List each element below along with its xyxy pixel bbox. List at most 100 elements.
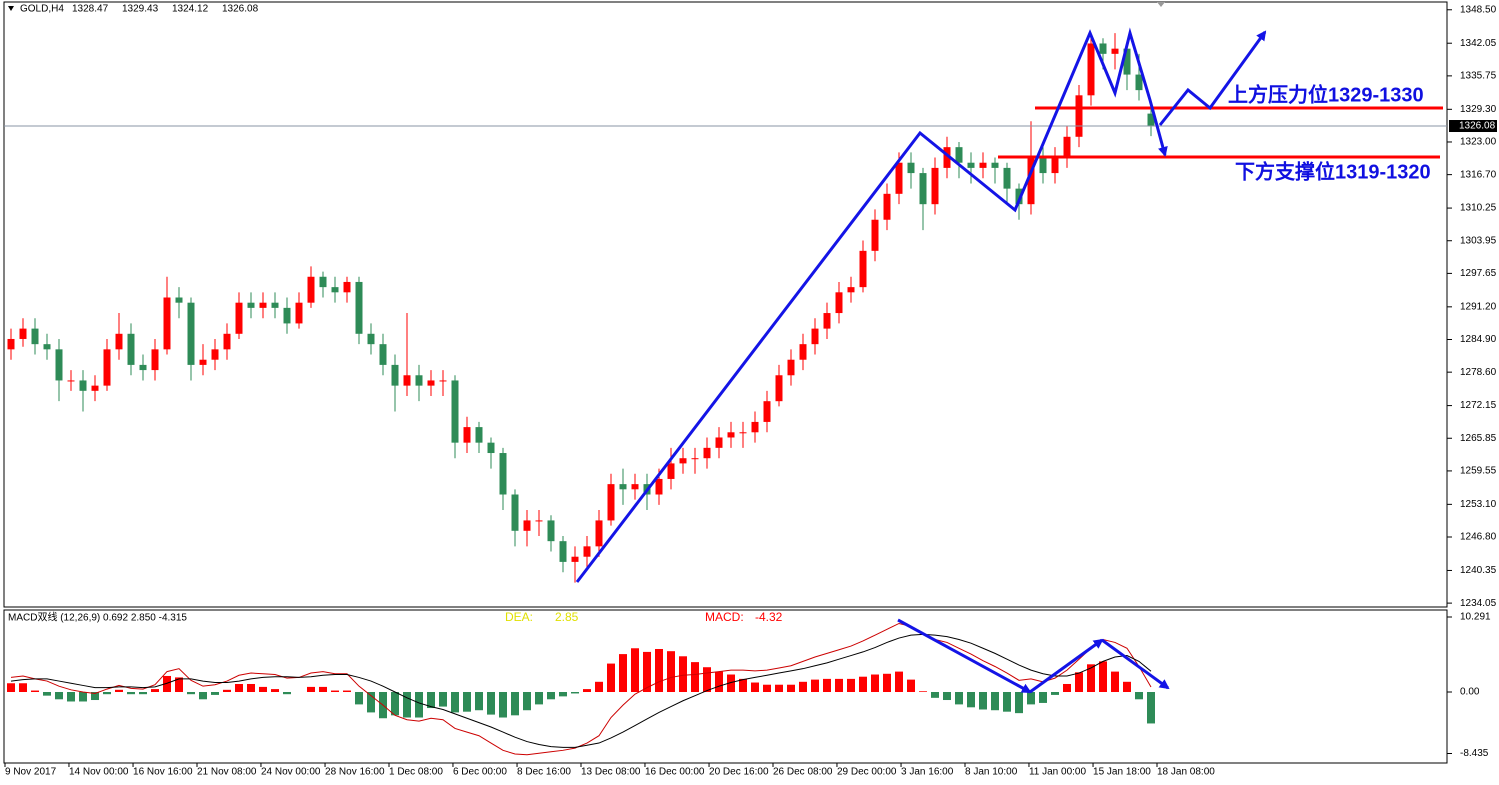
y-tick-label: 1284.90 [1460,334,1497,345]
histogram-bar [307,686,315,693]
histogram-bar [1135,692,1143,700]
histogram-bar [715,671,723,693]
histogram-bar [343,690,351,693]
candle-body [1063,136,1071,158]
histogram-bar [559,692,567,697]
histogram-bar [103,692,111,695]
candle-body [823,313,831,329]
candle-body [523,520,531,531]
histogram-bar [151,689,159,693]
shift-marker [1157,2,1165,7]
candle-body [535,520,543,522]
histogram-bar [211,692,219,695]
histogram-bar [523,692,531,711]
x-tick-label: 21 Nov 08:00 [197,767,257,778]
candle-body [859,250,867,288]
histogram-bar [427,692,435,709]
histogram-bar [43,692,51,696]
candle-body [151,349,159,371]
y-tick-label: 10.291 [1460,612,1491,623]
x-tick-label: 18 Jan 08:00 [1157,767,1215,778]
candle-body [139,364,147,371]
candle-body [559,541,567,562]
histogram-bar [115,689,123,693]
candle-body [1135,74,1143,91]
y-tick-label: 1335.75 [1460,71,1497,82]
histogram-bar [271,689,279,693]
x-tick-label: 24 Nov 00:00 [261,767,321,778]
histogram-bar [631,648,639,693]
histogram-bar [1003,692,1011,712]
y-tick-label: 1348.50 [1460,4,1497,15]
candle-body [487,442,495,454]
histogram-bar [691,662,699,693]
histogram-bar [847,678,855,693]
candle-body [427,380,435,386]
header-value: 1324.12 [172,4,209,15]
candle-body [715,437,723,448]
candle-body [619,484,627,490]
y-tick-label: 1265.85 [1460,433,1497,444]
menu-triangle [8,6,14,11]
candle-body [583,546,591,557]
candle-body [847,287,855,293]
candle-body [1099,43,1107,54]
candle-body [211,349,219,360]
x-tick-label: 29 Dec 00:00 [837,767,897,778]
candle-body [235,302,243,334]
histogram-bar [55,692,63,700]
histogram-bar [571,692,579,694]
histogram-bar [235,683,243,693]
histogram-bar [1075,672,1083,693]
histogram-bar [415,692,423,718]
candle-body [955,147,963,163]
y-tick-label: 1253.10 [1460,499,1497,510]
annotation: 上方压力位1329-1330 [1228,82,1424,106]
histogram-bar [1111,671,1119,693]
y-tick-label: 0.00 [1460,687,1480,698]
x-tick-label: 15 Jan 18:00 [1093,767,1151,778]
histogram-bar [907,679,915,693]
candle-body [631,484,639,490]
histogram-bar [919,691,927,693]
histogram-bar [703,667,711,693]
projection-path [1158,30,1267,126]
x-tick-label: 16 Nov 16:00 [133,767,193,778]
histogram-bar [1027,692,1035,705]
histogram-bar [1015,692,1023,714]
x-tick-label: 1 Dec 08:00 [389,767,443,778]
histogram-bar [799,681,807,693]
y-tick-label: 1342.05 [1460,38,1497,49]
y-tick-label: -8.435 [1460,748,1489,759]
histogram-bar [283,692,291,695]
histogram-bar [1123,681,1131,693]
histogram-bar [679,656,687,693]
y-tick-label: 1329.30 [1460,104,1497,115]
candle-body [319,276,327,288]
histogram-bar [67,692,75,702]
x-tick-label: 6 Dec 00:00 [453,767,507,778]
histogram-bar [511,692,519,716]
candle-body [751,421,759,433]
histogram-bar [955,692,963,705]
x-tick-label: 20 Dec 16:00 [709,767,769,778]
histogram-bar [535,692,543,705]
histogram-bar [175,677,183,693]
readout-value: -4.32 [755,610,783,624]
histogram-bar [811,679,819,693]
x-tick-label: 28 Nov 16:00 [325,767,385,778]
candle-body [247,302,255,308]
candle-body [1147,113,1155,127]
candle-body [307,276,315,303]
candle-body [595,520,603,547]
histogram-bar [403,692,411,718]
histogram-bar [7,683,15,693]
candle-body [811,328,819,345]
x-tick-label: 13 Dec 08:00 [581,767,641,778]
candle-body [1015,188,1023,205]
macd-line [10,633,1152,748]
macd-panel [3,609,1448,764]
histogram-bar [547,692,555,700]
header-value: 1329.43 [122,4,159,15]
